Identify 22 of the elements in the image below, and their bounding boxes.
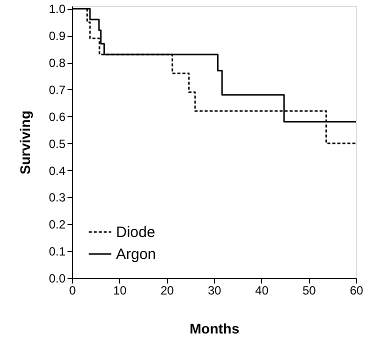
x-axis-title: Months	[190, 320, 240, 336]
x-tick-label: 40	[255, 284, 269, 298]
y-tick-label: 0.7	[48, 82, 66, 97]
x-tick-label: 20	[160, 284, 174, 298]
y-tick-label: 0.1	[48, 244, 66, 259]
y-tick-label: 0.0	[48, 272, 66, 286]
y-tick-label: 0.8	[48, 56, 66, 70]
x-tick-label: 0	[69, 284, 76, 298]
y-tick-label: 1.0	[48, 2, 66, 16]
y-tick-label: 0.6	[48, 110, 66, 124]
legend-label: Argon	[116, 246, 156, 263]
y-tick-label: 0.2	[48, 218, 66, 232]
y-tick-label: 0.9	[48, 29, 66, 44]
x-tick-label: 30	[208, 284, 222, 298]
legend-label: Diode	[116, 224, 156, 241]
y-axis-title: Surviving	[16, 110, 33, 174]
x-tick-label: 60	[350, 284, 364, 298]
y-tick-label: 0.3	[48, 190, 66, 205]
x-tick-label: 50	[302, 284, 316, 298]
x-tick-label: 10	[113, 284, 127, 298]
y-tick-label: 0.5	[48, 136, 66, 151]
y-tick-label: 0.4	[48, 164, 66, 178]
